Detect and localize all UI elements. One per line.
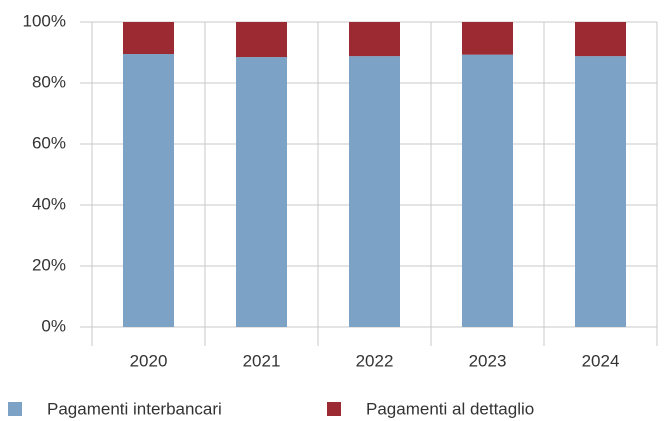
bar-segment (575, 56, 626, 327)
legend-label: Pagamenti al dettaglio (366, 399, 534, 418)
bar-segment (236, 57, 287, 327)
y-tick-label: 40% (32, 194, 66, 213)
bar-segment (123, 54, 174, 328)
y-tick-label: 100% (23, 11, 66, 30)
y-tick-label: 80% (32, 72, 66, 91)
x-tick-label: 2023 (469, 351, 507, 370)
bar-segment (349, 56, 400, 327)
x-tick-label: 2024 (582, 351, 620, 370)
bar-segment (349, 22, 400, 57)
x-tick-label: 2021 (243, 351, 281, 370)
legend-swatch (8, 402, 22, 416)
x-tick-label: 2020 (130, 351, 168, 370)
bar-segment (462, 22, 513, 55)
bar-segment (123, 22, 174, 55)
y-tick-label: 0% (41, 316, 66, 335)
x-tick-label: 2022 (356, 351, 394, 370)
legend-label: Pagamenti interbancari (47, 399, 222, 418)
bar-segment (236, 22, 287, 58)
bar-segment (575, 22, 626, 57)
y-tick-label: 60% (32, 133, 66, 152)
bar-segment (462, 54, 513, 327)
legend-swatch (327, 402, 341, 416)
y-tick-label: 20% (32, 255, 66, 274)
